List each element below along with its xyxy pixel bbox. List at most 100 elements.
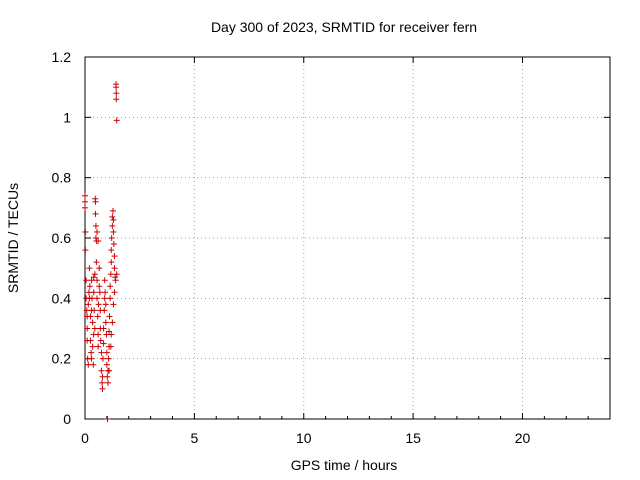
data-point: [106, 328, 113, 335]
data-point: [98, 349, 105, 356]
y-tick-label: 0.4: [52, 290, 72, 306]
data-point: [111, 253, 118, 260]
data-point: [113, 84, 120, 91]
data-point: [106, 367, 113, 374]
data-point: [85, 361, 92, 368]
data-point: [98, 367, 105, 374]
data-point: [105, 355, 112, 362]
data-point: [82, 247, 89, 254]
data-point: [108, 259, 115, 266]
data-point: [94, 228, 101, 235]
data-point: [88, 355, 95, 362]
data-point: [95, 331, 102, 338]
data-point: [111, 289, 118, 296]
data-point: [113, 271, 120, 278]
data-point: [101, 277, 108, 284]
data-point: [86, 265, 93, 272]
data-point: [87, 337, 94, 344]
data-point: [92, 210, 99, 217]
data-point: [107, 343, 114, 350]
y-tick-label: 0.2: [52, 351, 72, 367]
data-point: [94, 313, 101, 320]
data-point: [91, 271, 98, 278]
data-point: [109, 222, 116, 229]
data-point: [99, 355, 106, 362]
data-point: [101, 295, 108, 302]
data-point: [91, 325, 98, 332]
y-tick-label: 1.2: [52, 49, 72, 65]
data-point: [92, 222, 99, 229]
x-tick-label: 5: [190, 430, 198, 446]
data-point: [111, 265, 118, 272]
data-point: [110, 301, 117, 308]
data-point: [89, 343, 96, 350]
data-point: [113, 96, 120, 103]
data-point: [92, 198, 99, 205]
tick-labels: 0 5 10 15 20 0 0.2 0.4 0.6 0.8 1 1.2: [52, 49, 531, 446]
data-point: [104, 379, 111, 386]
data-point: [88, 307, 95, 314]
data-point: [110, 216, 117, 223]
data-point: [113, 90, 120, 97]
data-point: [82, 192, 88, 199]
data-point: [86, 295, 93, 302]
data-point: [104, 416, 111, 422]
chart-title: Day 300 of 2023, SRMTID for receiver fer…: [211, 19, 477, 35]
data-point: [110, 228, 117, 235]
data-point: [107, 271, 114, 278]
data-point: [109, 319, 116, 326]
data-point: [93, 259, 100, 266]
data-point: [106, 313, 113, 320]
data-point: [99, 379, 106, 386]
data-point: [95, 301, 102, 308]
x-tick-label: 10: [296, 430, 312, 446]
data-point: [102, 319, 109, 326]
y-tick-label: 0: [63, 411, 71, 427]
data-point: [110, 207, 116, 214]
data-point: [108, 331, 115, 338]
data-point: [89, 319, 96, 326]
data-point: [112, 277, 119, 284]
x-tick-label: 15: [405, 430, 421, 446]
data-point: [94, 277, 101, 284]
data-point: [95, 343, 102, 350]
data-point: [100, 325, 107, 332]
data-point: [103, 349, 110, 356]
grid-lines: [85, 57, 610, 419]
data-point: [99, 385, 106, 392]
x-tick-label: 20: [515, 430, 531, 446]
data-point: [84, 325, 91, 332]
data-point: [96, 289, 103, 296]
data-point: [96, 283, 103, 290]
data-point: [88, 277, 95, 284]
data-point: [95, 238, 102, 245]
data-point: [113, 117, 120, 124]
data-point: [88, 349, 95, 356]
data-point: [84, 313, 91, 320]
data-point: [108, 235, 115, 241]
data-point: [101, 307, 108, 314]
data-point: [100, 340, 107, 347]
data-point: [85, 301, 92, 308]
data-point: [96, 265, 103, 272]
data-point: [90, 274, 97, 281]
data-point: [102, 301, 109, 308]
data-point: [90, 361, 97, 368]
y-axis-label: SRMTID / TECUs: [5, 183, 21, 293]
data-point: [103, 361, 110, 368]
y-tick-label: 1: [63, 109, 71, 125]
y-tick-label: 0.6: [52, 230, 72, 246]
data-point: [82, 228, 89, 235]
data-point: [109, 213, 116, 220]
data-point: [82, 204, 88, 211]
data-point: [104, 373, 111, 380]
plot-frame: [84, 56, 611, 420]
x-tick-label: 0: [81, 430, 89, 446]
data-points: [82, 81, 120, 422]
data-point: [110, 241, 117, 248]
data-point: [94, 295, 101, 302]
data-point: [102, 289, 109, 296]
data-point: [83, 277, 90, 284]
